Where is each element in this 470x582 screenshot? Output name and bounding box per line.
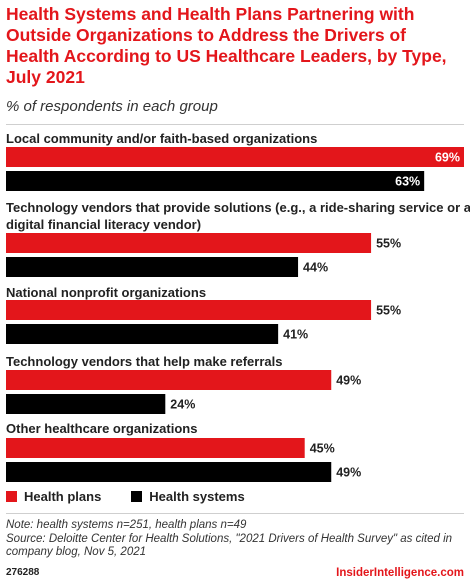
legend-label-health-systems: Health systems <box>149 489 245 504</box>
chart-subtitle: % of respondents in each group <box>6 98 218 115</box>
bottom-divider <box>6 513 464 514</box>
data-label: 24% <box>170 398 195 412</box>
category-label: Local community and/or faith-based organ… <box>6 131 317 146</box>
data-label: 44% <box>303 261 328 275</box>
legend-swatch-health-systems <box>131 491 143 502</box>
data-label: 45% <box>310 442 335 456</box>
bar-health-plans <box>6 438 305 458</box>
top-divider <box>6 124 464 125</box>
data-label: 69% <box>435 151 460 165</box>
legend-label-health-plans: Health plans <box>24 489 102 504</box>
bar-health-plans <box>6 300 372 320</box>
category-label: Technology vendors that provide solution… <box>6 200 470 232</box>
bar-health-plans <box>6 370 332 390</box>
category-label: Technology vendors that help make referr… <box>6 354 282 369</box>
source-text: Source: Deloitte Center for Health Solut… <box>6 532 453 559</box>
data-label: 41% <box>283 328 308 342</box>
chart-id: 276288 <box>6 567 40 578</box>
bar-health-systems <box>6 324 279 344</box>
legend-item-health-plans: Health plans <box>6 489 101 504</box>
bar-chart: Local community and/or faith-based organ… <box>6 131 470 482</box>
data-label: 55% <box>376 304 401 318</box>
chart-title: Health Systems and Health Plans Partneri… <box>6 4 447 87</box>
brand-logo: InsiderIntelligence.com <box>336 567 464 579</box>
note-text: Note: health systems n=251, health plans… <box>6 519 247 531</box>
legend-item-health-systems: Health systems <box>131 489 245 504</box>
category-label: National nonprofit organizations <box>6 285 206 300</box>
data-label: 49% <box>336 466 361 480</box>
legend-swatch-health-plans <box>6 491 17 502</box>
bar-health-systems <box>6 257 299 277</box>
data-label: 55% <box>376 237 401 251</box>
bar-health-systems <box>6 171 425 191</box>
legend: Health plans Health systems <box>6 489 275 504</box>
bar-health-systems <box>6 462 332 482</box>
bar-health-plans <box>6 233 372 253</box>
bar-health-systems <box>6 394 166 414</box>
data-label: 63% <box>395 175 420 189</box>
data-label: 49% <box>336 374 361 388</box>
notes: Note: health systems n=251, health plans… <box>6 519 464 560</box>
category-label: Other healthcare organizations <box>6 421 197 436</box>
bar-health-plans <box>6 147 464 167</box>
